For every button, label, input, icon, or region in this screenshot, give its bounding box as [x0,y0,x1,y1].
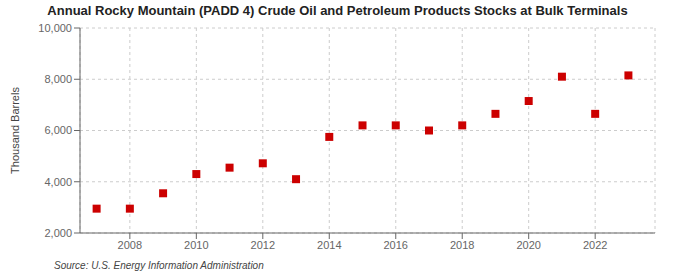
html-text:Source: U.S. Energy Informatio: Source: U.S. Energy Information Administ… [54,260,264,271]
svg-text:8,000: 8,000 [44,73,72,85]
svg-text:2012: 2012 [251,239,275,251]
svg-text:6,000: 6,000 [44,124,72,136]
svg-text:2,000: 2,000 [44,227,72,239]
svg-text:4,000: 4,000 [44,176,72,188]
svg-text:2016: 2016 [384,239,408,251]
svg-text:2018: 2018 [450,239,474,251]
svg-text:2008: 2008 [118,239,142,251]
html-text:Annual Rocky Mountain (PADD 4): Annual Rocky Mountain (PADD 4) Crude Oil… [47,3,628,18]
svg-text:Thousand Barrels: Thousand Barrels [9,87,21,174]
svg-text:2010: 2010 [184,239,208,251]
svg-text:2014: 2014 [317,239,341,251]
svg-text:10,000: 10,000 [38,22,72,34]
svg-text:2022: 2022 [583,239,607,251]
svg-text:2020: 2020 [516,239,540,251]
